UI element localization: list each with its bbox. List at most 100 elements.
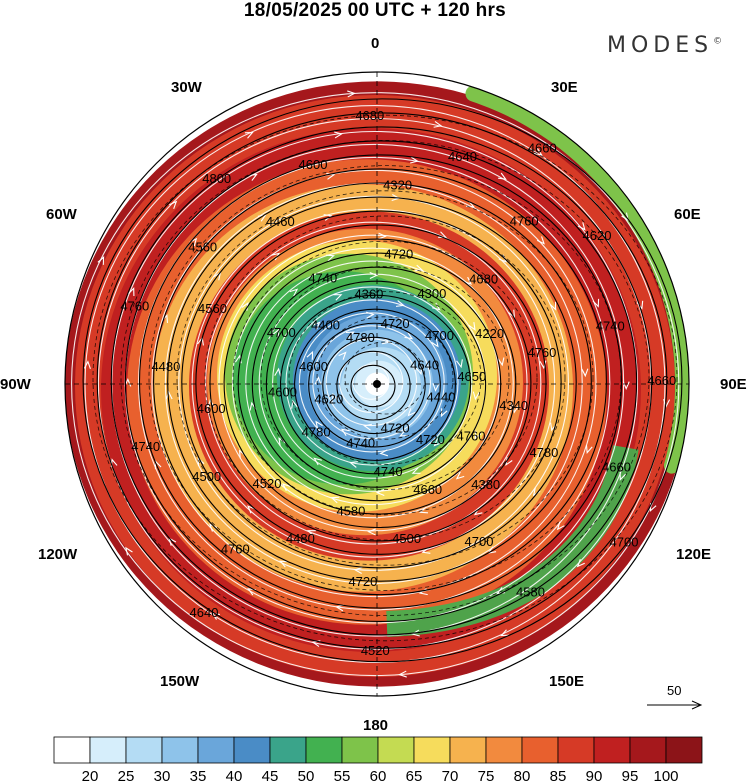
- streamline-arrow: [411, 629, 420, 637]
- streamline-arrow: [577, 222, 586, 231]
- contour-label: 4440: [427, 390, 456, 405]
- colorbar-label: 95: [622, 768, 639, 782]
- streamline-arrow: [197, 457, 205, 467]
- contour-label: 4660: [528, 141, 557, 156]
- streamline-arrow: [636, 300, 644, 310]
- colorbar-label: 60: [370, 768, 387, 782]
- streamline-arrow: [421, 547, 431, 554]
- height-contour: [138, 154, 623, 609]
- streamline-arrow: [432, 383, 440, 392]
- colorbar-label: 40: [226, 768, 243, 782]
- streamline: [312, 325, 431, 440]
- streamline-arrow: [313, 457, 322, 466]
- streamline-arrow: [619, 471, 627, 481]
- streamline-arrow: [581, 368, 589, 378]
- streamline: [231, 247, 514, 519]
- streamline-arrow: [455, 471, 465, 480]
- colorbar-swatch: [125, 736, 163, 764]
- colorbar-swatch: [89, 736, 127, 764]
- contour-label: 4600: [299, 359, 328, 374]
- colorbar-label: 25: [118, 768, 135, 782]
- contour-label: 4740: [374, 464, 403, 479]
- contour-label: 4480: [151, 359, 180, 374]
- streamline-arrow: [498, 254, 507, 263]
- contour-label: 4740: [346, 435, 375, 450]
- streamline-arrow: [433, 438, 442, 447]
- streamline-arrow: [257, 214, 267, 222]
- streamline-arrow: [326, 172, 336, 180]
- contour-label: 4780: [346, 330, 375, 345]
- lon-label-90e: 90E: [720, 376, 747, 393]
- height-contour: [195, 210, 562, 555]
- streamline-arrow: [407, 408, 416, 417]
- height-contour: [223, 238, 532, 529]
- streamline: [245, 260, 500, 506]
- colorbar-swatch: [449, 736, 487, 764]
- map-title: 18/05/2025 00 UTC + 120 hrs: [243, 0, 507, 21]
- streamline: [352, 364, 390, 400]
- temperature-contour: [204, 215, 566, 541]
- streamline: [272, 286, 473, 479]
- streamline-arrow: [431, 338, 439, 348]
- height-contour: [308, 322, 441, 448]
- contour-label: 4640: [448, 149, 477, 164]
- streamline-arrow: [363, 423, 372, 431]
- streamline-arrow: [315, 420, 323, 430]
- contour-label: 4620: [314, 392, 343, 407]
- contour-label: 4700: [267, 325, 296, 340]
- streamline: [218, 234, 528, 532]
- contour-label: 4600: [299, 157, 328, 172]
- contour-label: 4760: [120, 299, 149, 314]
- lon-label-150w: 150W: [160, 673, 200, 690]
- reference-vector-label: 50: [667, 683, 682, 698]
- streamline-arrow: [500, 629, 510, 637]
- colorbar-swatch: [485, 736, 523, 764]
- contour-label: 4740: [596, 319, 625, 334]
- streamline-arrow: [83, 360, 91, 369]
- streamline-arrow: [272, 328, 280, 338]
- contour-label: 4740: [131, 439, 160, 454]
- streamline-arrow: [398, 670, 407, 678]
- contour-label: 4600: [268, 384, 297, 399]
- streamline-arrow: [438, 231, 448, 238]
- contour-label: 4320: [383, 177, 412, 192]
- contour-label: 4780: [529, 445, 558, 460]
- colorbar-label: 55: [334, 768, 351, 782]
- contour-label: 4220: [475, 326, 504, 341]
- streamline: [191, 208, 556, 558]
- contour-label: 4660: [413, 482, 442, 497]
- streamline: [325, 338, 418, 427]
- colorbar-label: 35: [190, 768, 207, 782]
- contour-label: 4520: [253, 476, 282, 491]
- streamline-arrow: [248, 173, 258, 181]
- contour-label: 4700: [465, 534, 494, 549]
- streamline: [285, 299, 459, 466]
- contour-label: 4300: [417, 286, 446, 301]
- streamline-arrow: [536, 236, 545, 245]
- contour-label: 4780: [302, 425, 331, 440]
- streamline-arrow: [244, 131, 254, 139]
- colorbar-swatch: [593, 736, 631, 764]
- streamline-arrow: [395, 300, 405, 307]
- colorbar-swatch: [377, 736, 415, 764]
- streamline-arrow: [281, 483, 291, 492]
- contour-label: 4580: [516, 585, 545, 600]
- contour-label: 4740: [308, 270, 337, 285]
- height-contour: [336, 350, 411, 421]
- contour-label: 4360: [354, 286, 383, 301]
- temperature-contour: [344, 341, 426, 415]
- streamline-arrow: [663, 399, 671, 408]
- contour-label: 4480: [286, 531, 315, 546]
- colorbar-swatch: [305, 736, 343, 764]
- contour-label: 4600: [197, 401, 226, 416]
- streamline-arrow: [534, 148, 543, 156]
- streamline-arrow: [378, 232, 387, 240]
- colorbar-label: 85: [550, 768, 567, 782]
- colorbar-swatch: [521, 736, 559, 764]
- lon-label-30w: 30W: [171, 79, 202, 96]
- colorbar-swatch: [665, 736, 703, 764]
- streamline-arrow: [498, 172, 507, 180]
- contour-label: 4500: [392, 531, 421, 546]
- streamline-arrow: [410, 156, 419, 164]
- streamline-arrow: [169, 200, 178, 209]
